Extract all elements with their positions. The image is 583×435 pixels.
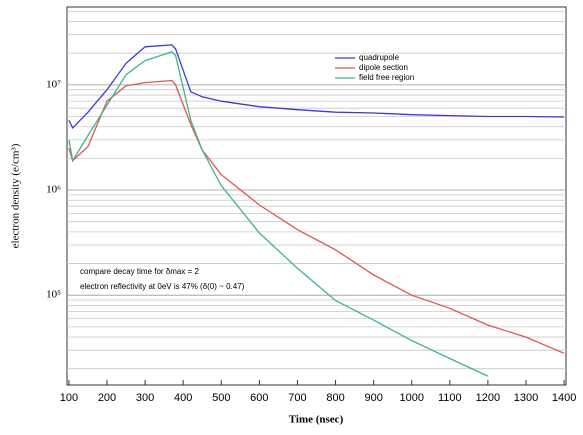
x-tick-label: 600: [250, 392, 268, 404]
x-tick-label: 100: [60, 392, 78, 404]
x-tick-label: 1400: [552, 392, 576, 404]
plot-area: [66, 6, 567, 386]
x-tick-label: 900: [364, 392, 382, 404]
y-tick-label: 10⁷: [46, 78, 61, 90]
series-line: [68, 79, 565, 354]
x-axis-label: Time (nsec): [289, 414, 344, 426]
x-tick-label: 1000: [399, 392, 423, 404]
annotation: compare decay time for δmax = 2: [80, 267, 199, 276]
x-tick-label: 300: [136, 392, 154, 404]
legend-label: field free region: [359, 73, 414, 82]
y-tick-label: 10⁶: [46, 184, 61, 196]
x-tick-label: 700: [288, 392, 306, 404]
x-tick-label: 1100: [438, 392, 462, 404]
legend-label: quadrupole: [359, 53, 400, 62]
y-tick-label: 10⁵: [46, 289, 61, 301]
annotation: electron reflectivity at 0eV is 47% (δ(0…: [80, 282, 245, 291]
series-line: [68, 44, 565, 130]
x-tick-label: 1300: [514, 392, 538, 404]
legend-label: dipole section: [359, 63, 408, 72]
x-tick-label: 400: [174, 392, 192, 404]
x-tick-label: 800: [326, 392, 344, 404]
series-line: [68, 51, 489, 377]
x-tick-label: 200: [98, 392, 116, 404]
x-tick-label: 1200: [476, 392, 500, 404]
x-tick-label: 500: [212, 392, 230, 404]
lines: [68, 44, 565, 377]
y-axis-label: electron density (e/cm³): [10, 143, 22, 248]
